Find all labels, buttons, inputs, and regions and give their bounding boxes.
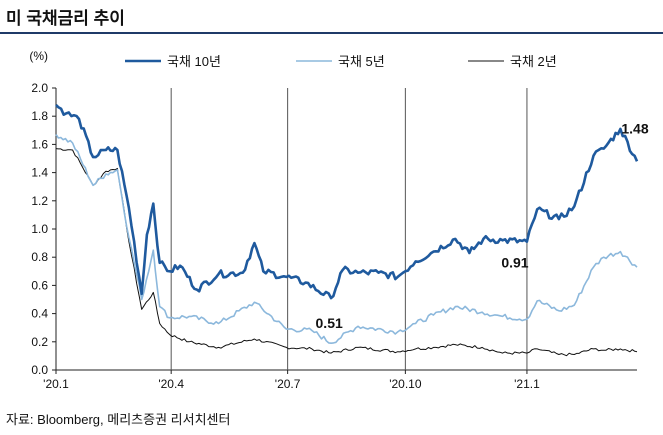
y-tick-label: 0.2 <box>31 335 48 349</box>
x-tick-label: '20.1 <box>43 377 69 391</box>
y-tick-label: 0.0 <box>31 363 48 377</box>
y-tick-label: 0.8 <box>31 250 48 264</box>
y-tick-label: 1.4 <box>31 166 48 180</box>
y-tick-label: 1.8 <box>31 109 48 123</box>
y-tick-label: 1.0 <box>31 222 48 236</box>
period-separators <box>170 88 528 370</box>
series-layer <box>55 103 639 357</box>
series-line-5y <box>55 134 638 345</box>
title-divider <box>0 32 663 34</box>
series-line-10y <box>55 103 639 300</box>
chart-annotations: 1.48 0.91 0.51 <box>316 120 649 331</box>
series-line-2y <box>55 148 638 357</box>
x-tick-label: '20.10 <box>389 377 422 391</box>
annotation-label: 0.91 <box>501 255 528 271</box>
x-tick-label: '21.1 <box>514 377 540 391</box>
chart-legend: 국채 10년 국채 5년 국채 2년 <box>125 54 557 69</box>
chart-title: 미 국채금리 추이 <box>6 9 125 28</box>
y-axis-unit-label: (%) <box>29 49 48 63</box>
line-chart: (%)2.01.81.61.41.21.00.80.60.40.20.0'20.… <box>29 49 649 391</box>
legend-label: 국채 5년 <box>338 54 385 69</box>
source-note: 자료: Bloomberg, 메리츠증권 리서치센터 <box>6 412 231 427</box>
legend-label: 국채 10년 <box>167 54 221 69</box>
y-tick-label: 1.2 <box>31 194 48 208</box>
y-tick-label: 2.0 <box>31 81 48 95</box>
x-tick-label: '20.7 <box>275 377 301 391</box>
y-tick-label: 0.4 <box>31 307 48 321</box>
annotation-label: 1.48 <box>621 120 648 136</box>
annotation-label: 0.51 <box>316 315 343 331</box>
legend-label: 국채 2년 <box>510 54 557 69</box>
y-tick-label: 1.6 <box>31 137 48 151</box>
chart-axes: (%)2.01.81.61.41.21.00.80.60.40.20.0'20.… <box>29 49 637 391</box>
x-tick-label: '20.4 <box>158 377 184 391</box>
y-tick-label: 0.6 <box>31 278 48 292</box>
